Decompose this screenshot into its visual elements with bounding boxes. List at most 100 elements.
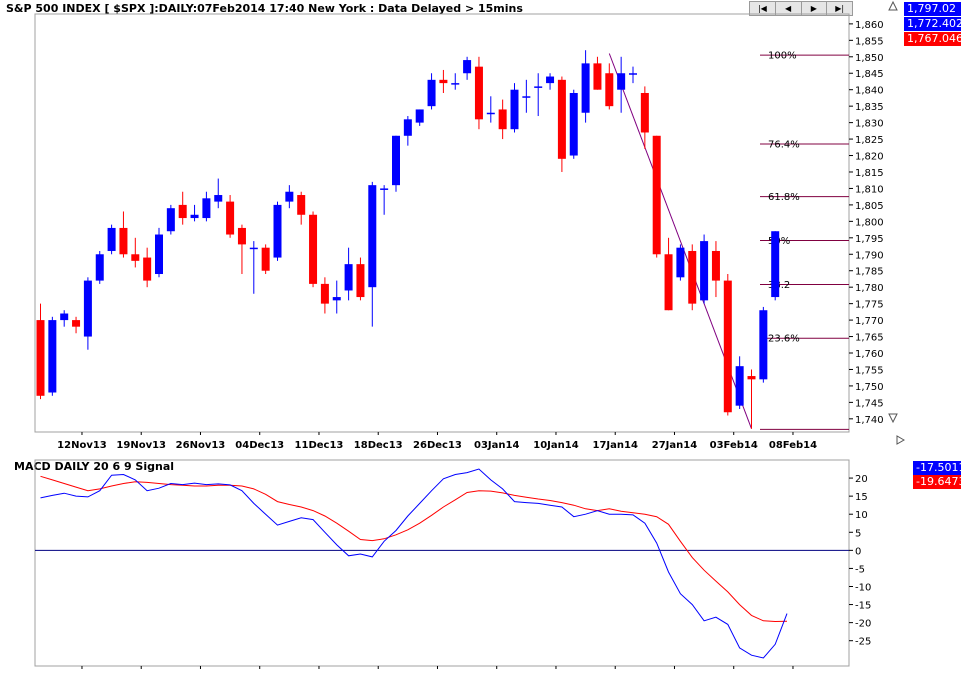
candle-body [546, 76, 555, 84]
candle-body [143, 257, 152, 281]
price-y-tick-label: 1,765 [855, 333, 884, 344]
candle-body [676, 247, 685, 278]
candle-body [392, 135, 400, 186]
candle-body [332, 297, 341, 301]
macd-y-tick-label: -25 [855, 637, 871, 648]
candle-body [380, 188, 389, 190]
price-y-tick-label: 1,830 [855, 119, 884, 130]
scroll-up-arrow [888, 0, 898, 11]
candle-body [534, 86, 543, 88]
nav-prev-button[interactable]: ◀ [776, 2, 802, 15]
scroll-right-arrow [896, 435, 906, 445]
price-x-tick-label: 04Dec13 [235, 440, 284, 451]
price-y-tick-label: 1,835 [855, 102, 884, 113]
macd-y-tick-label: 0 [855, 546, 861, 557]
price-y-tick-label: 1,740 [855, 415, 884, 426]
macd-line-chart: 20 15 10 5 0 -5 -10 -15 -20 -25 [34, 459, 871, 669]
fib-level-label: 61.8% [768, 192, 800, 203]
candle-body [771, 231, 780, 298]
price-x-tick-label: 08Feb14 [769, 440, 817, 451]
candle-body [190, 214, 199, 219]
fib-level-label: 23.6% [768, 334, 800, 345]
price-badge-open: 1,767.0465 [904, 32, 963, 46]
price-badge-high: 1,797.02 [904, 2, 961, 16]
price-y-tick-label: 1,850 [855, 53, 884, 64]
macd-line [40, 468, 788, 659]
price-x-tick-label: 11Dec13 [295, 440, 344, 451]
price-y-tick-label: 1,780 [855, 283, 884, 294]
nav-first-button[interactable]: |◀ [750, 2, 776, 15]
candle-body [581, 63, 590, 113]
candle-body [214, 195, 223, 202]
price-y-tick-label: 1,755 [855, 365, 884, 376]
price-y-tick-label: 1,855 [855, 36, 884, 47]
candle-body [700, 241, 709, 301]
price-y-tick-label: 1,790 [855, 250, 884, 261]
price-badge-last: 1,772.402 [904, 17, 963, 31]
fib-level-label: 76.4% [768, 140, 800, 151]
macd-plot-frame [34, 459, 850, 667]
candle-body [403, 119, 412, 136]
candle-body [95, 254, 104, 281]
price-x-tick-label: 12Nov13 [57, 440, 107, 451]
price-x-tick-label: 03Feb14 [710, 440, 758, 451]
macd-y-tick-label: -10 [855, 582, 871, 593]
candle-body [309, 214, 318, 284]
chart-title: S&P 500 INDEX [ $SPX ]:DAILY:07Feb2014 1… [6, 2, 523, 15]
price-x-tick-label: 10Jan14 [533, 440, 578, 451]
candle-body [427, 79, 436, 107]
candle-body [356, 264, 365, 298]
candle-body [131, 254, 140, 261]
price-x-tick-label: 17Jan14 [593, 440, 638, 451]
price-y-tick-label: 1,795 [855, 234, 884, 245]
candle-body [451, 83, 460, 85]
scroll-down-arrow [888, 413, 898, 424]
price-y-tick-label: 1,805 [855, 201, 884, 212]
macd-y-tick-label: 10 [855, 510, 868, 521]
candle-body [605, 73, 614, 107]
macd-signal-line [40, 475, 788, 623]
candle-body [273, 204, 282, 258]
candle-body [688, 250, 697, 304]
macd-y-tick-label: 15 [855, 492, 868, 503]
nav-last-button[interactable]: ▶| [835, 4, 845, 13]
candle-body [36, 320, 45, 396]
candle-body [119, 227, 128, 255]
fib-level-label: 100% [768, 51, 797, 62]
price-x-tick-label: 19Nov13 [116, 440, 166, 451]
macd-y-tick-label: -20 [855, 619, 871, 630]
price-y-tick-label: 1,860 [855, 20, 884, 31]
candle-body [344, 264, 353, 291]
price-y-tick-label: 1,785 [855, 267, 884, 278]
price-plot-frame [34, 13, 850, 433]
candle-body [261, 247, 270, 271]
price-y-tick-label: 1,820 [855, 152, 884, 163]
candle-body [320, 283, 329, 304]
candle-body [178, 204, 187, 219]
candle-body [463, 60, 472, 74]
macd-badge-line: -17.5011 [913, 461, 963, 475]
nav-next-button[interactable]: ▶ [802, 2, 828, 15]
candle-body [522, 96, 531, 98]
candle-body [735, 366, 744, 406]
price-y-tick-label: 1,760 [855, 349, 884, 360]
price-y-tick-label: 1,825 [855, 135, 884, 146]
candle-body [486, 112, 495, 115]
candle-body [368, 185, 377, 288]
candle-body [640, 92, 649, 133]
candle-body [439, 79, 448, 84]
price-y-tick-label: 1,750 [855, 382, 884, 393]
candle-body [593, 63, 602, 90]
candle-body [498, 109, 507, 130]
candle-body [557, 79, 566, 159]
candle-body [48, 320, 57, 393]
price-y-tick-label: 1,845 [855, 69, 884, 80]
macd-title: MACD DAILY 20 6 9 Signal [14, 460, 175, 473]
candle-body [83, 280, 92, 337]
candle-body [166, 208, 175, 232]
candle-body [747, 376, 756, 380]
candle-body [711, 250, 720, 281]
price-y-tick-label: 1,770 [855, 316, 884, 327]
price-x-tick-label: 27Jan14 [652, 440, 697, 451]
